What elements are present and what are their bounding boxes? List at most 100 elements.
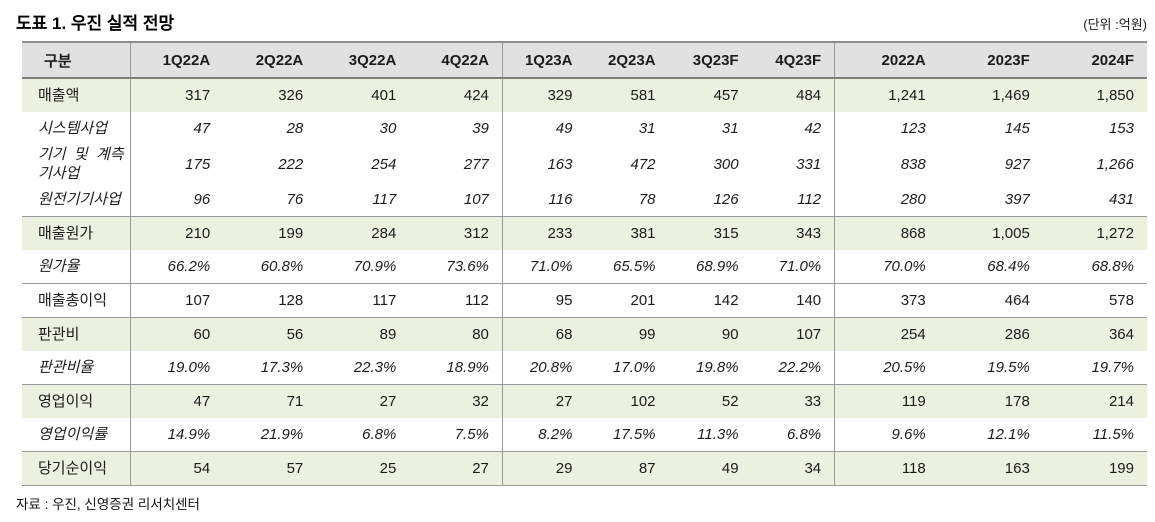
column-header-3q23f: 3Q23F: [668, 41, 752, 79]
cell: 1,850: [1042, 78, 1147, 112]
cell: 20.8%: [502, 351, 586, 385]
cell: 99: [585, 317, 669, 351]
cell: 71.0%: [502, 250, 586, 284]
cell: 153: [1042, 112, 1147, 145]
cell: 317: [130, 78, 224, 112]
column-header-1q23a: 1Q23A: [502, 41, 586, 79]
cell: 70.9%: [316, 250, 410, 284]
cell: 17.5%: [585, 418, 669, 452]
cell: 1,241: [834, 78, 939, 112]
cell: 76: [223, 183, 317, 217]
cell: 78: [585, 183, 669, 217]
table-body: 매출액 317 326 401 424 329 581 457 484 1,241 1,469 1,8…: [22, 78, 1147, 486]
cell: 31: [585, 112, 669, 145]
table-row: 당기순이익 54 57 25 27 29 87 49 34 118 163 199: [22, 451, 1147, 486]
cell: 581: [585, 78, 669, 112]
cell: 19.8%: [668, 351, 752, 385]
row-label-column-header: 구분: [22, 41, 131, 79]
cell: 65.5%: [585, 250, 669, 284]
cell: 8.2%: [502, 418, 586, 452]
cell: 145: [938, 112, 1043, 145]
cell: 22.3%: [316, 351, 410, 385]
cell: 102: [585, 384, 669, 418]
cell: 80: [409, 317, 503, 351]
row-label: 기기 및 계측기사업: [22, 145, 131, 183]
cell: 868: [834, 216, 939, 250]
source-note: 자료 : 우진, 신영증권 리서치센터: [16, 497, 200, 512]
cell: 312: [409, 216, 503, 250]
cell: 210: [130, 216, 224, 250]
cell: 17.0%: [585, 351, 669, 385]
cell: 32: [409, 384, 503, 418]
cell: 7.5%: [409, 418, 503, 452]
cell: 112: [751, 183, 836, 217]
table-header: 구분 1Q22A 2Q22A 3Q22A 4Q22A 1Q23A 2Q23A 3Q23F 4Q2…: [22, 41, 1147, 79]
cell: 71.0%: [751, 250, 836, 284]
cell: 175: [130, 145, 224, 183]
row-label: 시스템사업: [22, 112, 131, 145]
cell: 128: [223, 283, 317, 318]
cell: 199: [1042, 451, 1147, 486]
figure-title: 도표 1. 우진 실적 전망: [16, 14, 175, 33]
cell: 326: [223, 78, 317, 112]
column-header-1q22a: 1Q22A: [130, 41, 224, 79]
cell: 178: [938, 384, 1043, 418]
cell: 71: [223, 384, 317, 418]
cell: 163: [938, 451, 1043, 486]
cell: 163: [502, 145, 586, 183]
column-header-3q22a: 3Q22A: [316, 41, 410, 79]
cell: 31: [668, 112, 752, 145]
cell: 27: [502, 384, 586, 418]
cell: 68.4%: [938, 250, 1043, 284]
table-row: 원전기기사업 96 76 117 107 116 78 126 112 280 397 431: [22, 183, 1147, 217]
cell: 300: [668, 145, 752, 183]
cell: 42: [751, 112, 836, 145]
cell: 60.8%: [223, 250, 317, 284]
cell: 397: [938, 183, 1043, 217]
cell: 364: [1042, 317, 1147, 351]
row-label: 판관비율: [22, 351, 131, 385]
cell: 56: [223, 317, 317, 351]
cell: 838: [834, 145, 939, 183]
cell: 117: [316, 183, 410, 217]
cell: 14.9%: [130, 418, 224, 452]
cell: 119: [834, 384, 939, 418]
cell: 464: [938, 283, 1043, 318]
cell: 329: [502, 78, 586, 112]
cell: 20.5%: [834, 351, 939, 385]
cell: 578: [1042, 283, 1147, 318]
cell: 277: [409, 145, 503, 183]
cell: 49: [668, 451, 752, 486]
cell: 17.3%: [223, 351, 317, 385]
header-row: 구분 1Q22A 2Q22A 3Q22A 4Q22A 1Q23A 2Q23A 3Q23F 4Q2…: [22, 41, 1147, 79]
column-header-4q23f: 4Q23F: [751, 41, 836, 79]
row-label: 원전기기사업: [22, 183, 131, 217]
cell: 29: [502, 451, 586, 486]
cell: 12.1%: [938, 418, 1043, 452]
cell: 1,266: [1042, 145, 1147, 183]
table-row: 판관비율 19.0% 17.3% 22.3% 18.9% 20.8% 17.0% 19.8% 2…: [22, 351, 1147, 385]
cell: 484: [751, 78, 836, 112]
cell: 33: [751, 384, 836, 418]
cell: 284: [316, 216, 410, 250]
cell: 315: [668, 216, 752, 250]
cell: 49: [502, 112, 586, 145]
cell: 57: [223, 451, 317, 486]
cell: 457: [668, 78, 752, 112]
cell: 89: [316, 317, 410, 351]
cell: 47: [130, 384, 224, 418]
cell: 254: [316, 145, 410, 183]
column-header-2q23a: 2Q23A: [585, 41, 669, 79]
row-label: 영업이익률: [22, 418, 131, 452]
cell: 27: [316, 384, 410, 418]
cell: 201: [585, 283, 669, 318]
cell: 6.8%: [316, 418, 410, 452]
table-row: 시스템사업 47 28 30 39 49 31 31 42 123 145 153: [22, 112, 1147, 145]
table-row: 영업이익 47 71 27 32 27 102 52 33 119 178 214: [22, 384, 1147, 418]
cell: 68.9%: [668, 250, 752, 284]
cell: 19.7%: [1042, 351, 1147, 385]
cell: 286: [938, 317, 1043, 351]
row-label: 영업이익: [22, 384, 131, 418]
cell: 27: [409, 451, 503, 486]
